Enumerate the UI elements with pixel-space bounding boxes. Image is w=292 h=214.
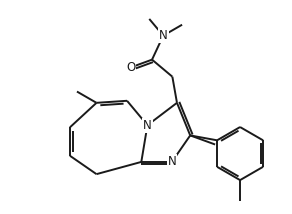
Text: O: O: [126, 61, 135, 74]
Text: N: N: [168, 155, 176, 168]
Text: N: N: [159, 29, 168, 42]
Text: N: N: [143, 119, 152, 132]
